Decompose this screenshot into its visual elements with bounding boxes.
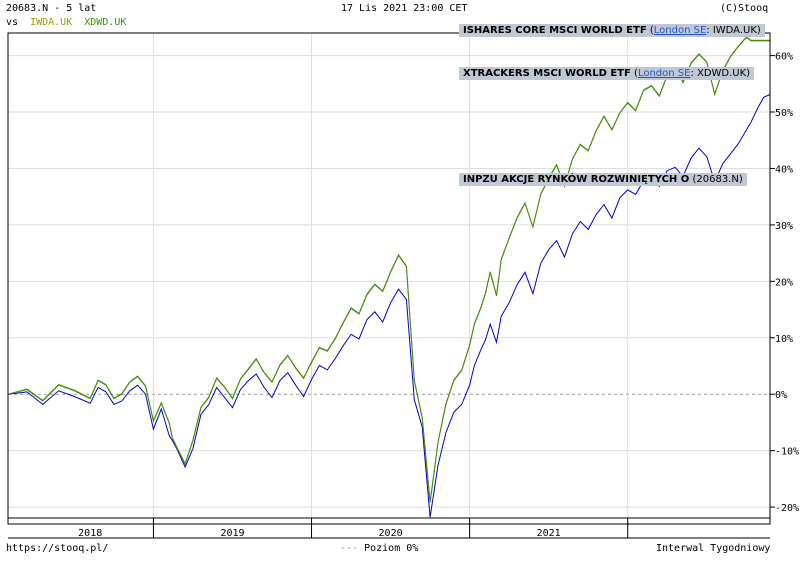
legend-inpzu-ticker: 20683.N) (696, 174, 743, 185)
y-tick-label: 0% (775, 390, 787, 401)
series-line-xdwd-uk (7, 36, 770, 503)
footer-level: --- Poziom 0% (340, 543, 418, 554)
legend-iwda-name: ISHARES CORE MSCI WORLD ETF (463, 25, 647, 36)
y-tick-label: 50% (775, 108, 793, 119)
symbol-title: 20683.N - 5 lat (6, 3, 97, 14)
legend-inpzu: INPZU AKCJE RYNKÓW ROZWINIĘTYCH O (20683… (459, 173, 747, 186)
y-tick-label: 60% (775, 52, 793, 63)
series-line-iwda-uk (7, 36, 770, 503)
y-tick-label: 20% (775, 277, 793, 288)
y-tick-label: 30% (775, 221, 793, 232)
y-tick-label: -10% (775, 447, 799, 458)
y-tick-label: 10% (775, 334, 793, 345)
plot-frame (7, 32, 771, 525)
y-tick-label: -20% (775, 503, 799, 514)
footer-url[interactable]: https://stooq.pl/ (6, 543, 109, 554)
legend-xdwd-name: XTRACKERS MSCI WORLD ETF (463, 68, 631, 79)
legend-iwda-exchange-link[interactable]: London SE (653, 25, 707, 36)
zero-level-marker: --- (340, 543, 359, 554)
legend-inpzu-paren: ( (689, 174, 697, 185)
legend-iwda-ticker: : IWDA.UK) (706, 25, 761, 36)
vs-label: vs (6, 17, 19, 28)
x-tick-label: 2018 (78, 528, 102, 539)
legend-inpzu-name: INPZU AKCJE RYNKÓW ROZWINIĘTYCH O (463, 174, 690, 185)
axes: 60% 50% 40% 30% 20% 10% 0% -10% -20% 2018 2019 2020… (7, 32, 799, 539)
compare-iwda[interactable]: IWDA.UK (30, 17, 73, 28)
series-line-20683-n (7, 94, 771, 518)
header-copyright: (C)Stooq (720, 3, 769, 14)
legend-xdwd: XTRACKERS MSCI WORLD ETF (London SE: XDW… (459, 67, 755, 80)
x-tick-label: 2020 (379, 528, 403, 539)
y-tick-label: 40% (775, 164, 793, 175)
legend-xdwd-paren: ( (630, 68, 638, 79)
series-lines (7, 36, 771, 518)
legend-xdwd-ticker: : XDWD.UK) (690, 68, 751, 79)
legend-xdwd-exchange-link[interactable]: London SE (637, 68, 691, 79)
header-compare: vs IWDA.UK XDWD.UK (6, 17, 126, 28)
x-tick-label: 2019 (220, 528, 244, 539)
compare-xdwd[interactable]: XDWD.UK (84, 17, 127, 28)
grid-lines (8, 33, 770, 524)
x-tick-label: 2021 (537, 528, 561, 539)
zero-level-label: Poziom 0% (364, 543, 419, 554)
header-datetime: 17 Lis 2021 23:00 CET (341, 3, 468, 14)
footer-interval: Interwal Tygodniowy (656, 543, 771, 554)
header-symbol: 20683.N - 5 lat (6, 3, 96, 14)
legend-iwda-paren: ( (646, 25, 654, 36)
legend-iwda: ISHARES CORE MSCI WORLD ETF (London SE: … (459, 24, 765, 37)
